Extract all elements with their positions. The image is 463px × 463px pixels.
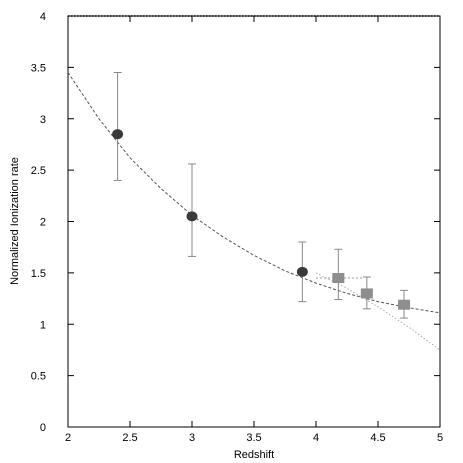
y-tick-label: 4 — [40, 11, 46, 23]
x-tick-label: 2 — [65, 432, 71, 444]
plot-frame — [68, 16, 440, 427]
x-tick-label: 5 — [437, 432, 443, 444]
axis-ticks — [68, 16, 440, 427]
model-curve-dotted — [316, 273, 440, 350]
y-tick-label: 1 — [40, 319, 46, 331]
y-tick-label: 3.5 — [31, 62, 46, 74]
data-point-circle — [187, 211, 198, 221]
tick-labels: 2 2.5 3 3.5 4 4.5 5 0 0.5 1 1.5 2 2.5 3 3.5 4 — [31, 11, 443, 444]
data-point-circle — [297, 267, 308, 277]
x-tick-label: 3 — [189, 432, 195, 444]
data-markers — [112, 129, 410, 310]
data-point-square — [361, 288, 373, 298]
data-point-square — [332, 273, 344, 283]
y-tick-label: 1.5 — [31, 268, 46, 280]
y-tick-label: 2.5 — [31, 165, 46, 177]
x-tick-label: 2.5 — [122, 432, 137, 444]
x-tick-label: 4.5 — [370, 432, 385, 444]
model-curve-dashed — [68, 73, 440, 313]
y-tick-label: 0.5 — [31, 371, 46, 383]
data-point-square — [398, 300, 410, 310]
y-tick-label: 0 — [40, 422, 46, 434]
x-tick-label: 3.5 — [246, 432, 261, 444]
error-bars — [114, 73, 408, 319]
data-point-circle — [112, 129, 123, 139]
x-axis-title: Redshift — [234, 449, 274, 461]
y-tick-label: 3 — [40, 114, 46, 126]
y-axis-title: Normalized Ionization rate — [9, 157, 21, 285]
y-tick-label: 2 — [40, 217, 46, 229]
model-curves — [68, 73, 440, 350]
x-tick-label: 4 — [313, 432, 319, 444]
